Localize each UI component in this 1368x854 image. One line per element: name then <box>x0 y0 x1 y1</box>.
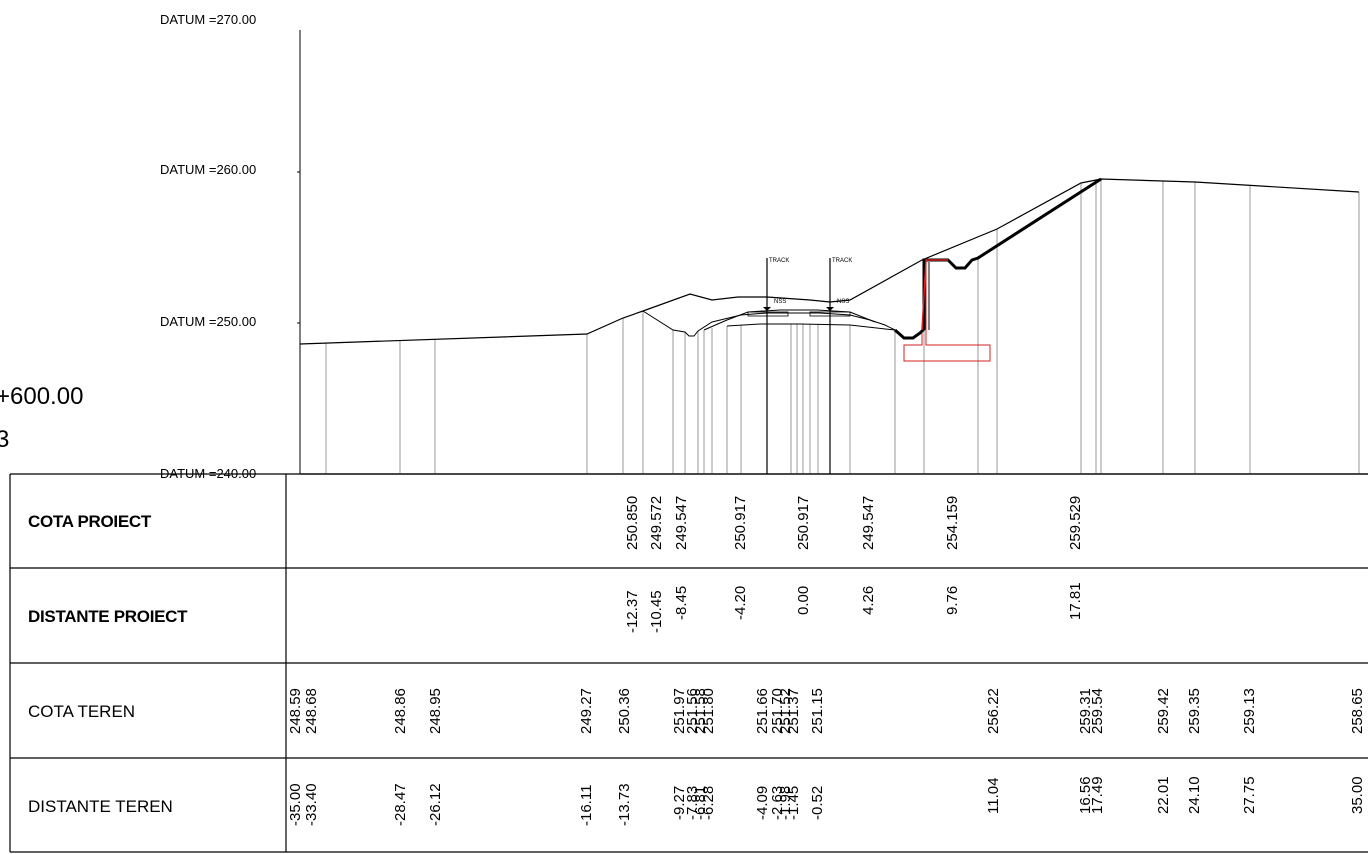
distante-teren-value: -1.98 <box>777 786 794 820</box>
distante-proiect-value: -4.20 <box>732 586 749 620</box>
distante-proiect-value: -12.37 <box>624 590 641 633</box>
datum-label-260: DATUM =260.00 <box>160 162 256 177</box>
cota-teren-value: 251.52 <box>777 688 794 734</box>
distante-teren-value: -6.81 <box>692 786 709 820</box>
distante-proiect-value: 4.26 <box>860 586 877 615</box>
cota-teren-value: 249.27 <box>578 688 595 734</box>
rail-marker-right <box>826 307 834 311</box>
profile-number-label: 3 <box>0 426 9 453</box>
distante-teren-values: -35.00 -33.40 -28.47 -26.12 -16.11 -13.7… <box>287 776 1366 826</box>
row-label-cota-proiect: COTA PROIECT <box>28 512 152 531</box>
distante-teren-value: 11.04 <box>985 778 1002 814</box>
distante-teren-value: -28.47 <box>392 783 409 826</box>
profile-table <box>9 473 1368 853</box>
distante-teren-value: -9.27 <box>671 786 688 820</box>
cota-teren-value: 259.42 <box>1155 688 1172 734</box>
distante-proiect-value: -10.45 <box>648 590 665 633</box>
cota-proiect-value: 249.572 <box>648 496 665 550</box>
cota-teren-value: 259.35 <box>1186 688 1203 734</box>
distante-teren-value: -33.40 <box>303 783 320 826</box>
distante-teren-value: 17.49 <box>1089 776 1106 814</box>
distante-teren-value: 35.00 <box>1349 776 1366 814</box>
station-lines <box>325 179 1360 474</box>
cota-teren-value: 251.70 <box>769 688 786 734</box>
cota-proiect-value: 249.547 <box>860 496 877 550</box>
cota-teren-values: 248.59 248.68 248.86 248.95 249.27 250.3… <box>287 688 1366 734</box>
distante-teren-value: -4.09 <box>754 786 771 820</box>
row-label-distante-teren: DISTANTE TEREN <box>28 797 173 816</box>
cota-teren-value: 248.95 <box>427 688 444 734</box>
cota-teren-value: 256.22 <box>985 688 1002 734</box>
cota-proiect-value: 254.159 <box>944 496 961 550</box>
cota-teren-value: 258.65 <box>1349 688 1366 734</box>
distante-teren-value: -13.73 <box>616 783 633 826</box>
distante-teren-value: -6.28 <box>700 786 717 820</box>
distante-teren-value: -35.00 <box>287 783 304 826</box>
row-label-distante-proiect: DISTANTE PROIECT <box>28 607 188 626</box>
cota-teren-value: 251.15 <box>809 688 826 734</box>
cota-proiect-value: 250.917 <box>795 496 812 550</box>
datum-label-250: DATUM =250.00 <box>160 314 256 329</box>
distante-teren-value: -2.63 <box>769 786 786 820</box>
rail-marker-left <box>763 307 771 311</box>
datum-label-270: DATUM =270.00 <box>160 12 256 27</box>
track-label-right: TRACK <box>832 258 852 264</box>
distante-teren-value: -16.11 <box>578 785 595 826</box>
distante-teren-value: 16.56 <box>1077 776 1094 814</box>
track-label-left: TRACK <box>769 258 789 264</box>
cota-teren-value: 248.86 <box>392 688 409 734</box>
distante-teren-value: -7.83 <box>684 786 701 820</box>
row-label-cota-teren: COTA TEREN <box>28 702 135 721</box>
distante-proiect-value: -8.45 <box>673 586 690 620</box>
cota-teren-value: 251.66 <box>754 688 771 734</box>
distante-teren-value: -26.12 <box>427 783 444 826</box>
distante-teren-value: 24.10 <box>1186 776 1203 814</box>
distante-proiect-values: -12.37 -10.45 -8.45 -4.20 0.00 4.26 9.76… <box>624 582 1084 633</box>
cota-proiect-value: 250.850 <box>624 496 641 550</box>
distante-teren-value: 27.75 <box>1241 776 1258 814</box>
cota-teren-value: 251.80 <box>700 688 717 734</box>
cota-proiect-value: 259.529 <box>1067 496 1084 550</box>
ballast-left <box>747 311 789 317</box>
nss-label-right: NSS <box>837 299 849 305</box>
chainage-label: +600.00 <box>0 383 83 410</box>
cota-proiect-value: 249.547 <box>673 496 690 550</box>
cota-proiect-values: 250.850 249.572 249.547 250.917 250.917 … <box>624 496 1084 550</box>
cota-teren-value: 248.68 <box>303 688 320 734</box>
cota-teren-value: 250.36 <box>616 688 633 734</box>
distante-teren-value: -0.52 <box>809 786 826 820</box>
cota-proiect-value: 250.917 <box>732 496 749 550</box>
cota-teren-value: 251.97 <box>671 688 688 734</box>
cota-teren-value: 259.13 <box>1241 688 1258 734</box>
cota-teren-value: 248.59 <box>287 688 304 734</box>
design-top-line <box>726 323 896 331</box>
wall-foundation-red <box>903 260 991 362</box>
distante-teren-value: 22.01 <box>1155 776 1172 814</box>
distante-proiect-value: 0.00 <box>795 586 812 615</box>
distante-teren-value: -1.45 <box>785 786 802 820</box>
cota-teren-value: 251.37 <box>785 688 802 734</box>
cota-teren-value: 259.54 <box>1089 688 1106 734</box>
cota-teren-value: 251.56 <box>684 688 701 734</box>
cota-teren-value: 259.31 <box>1077 688 1094 734</box>
nss-label-left: NSS <box>774 299 786 305</box>
terrain-line <box>299 178 1360 345</box>
distante-proiect-value: 17.81 <box>1067 582 1084 620</box>
cota-teren-value: 251.58 <box>692 688 709 734</box>
distante-proiect-value: 9.76 <box>944 586 961 615</box>
